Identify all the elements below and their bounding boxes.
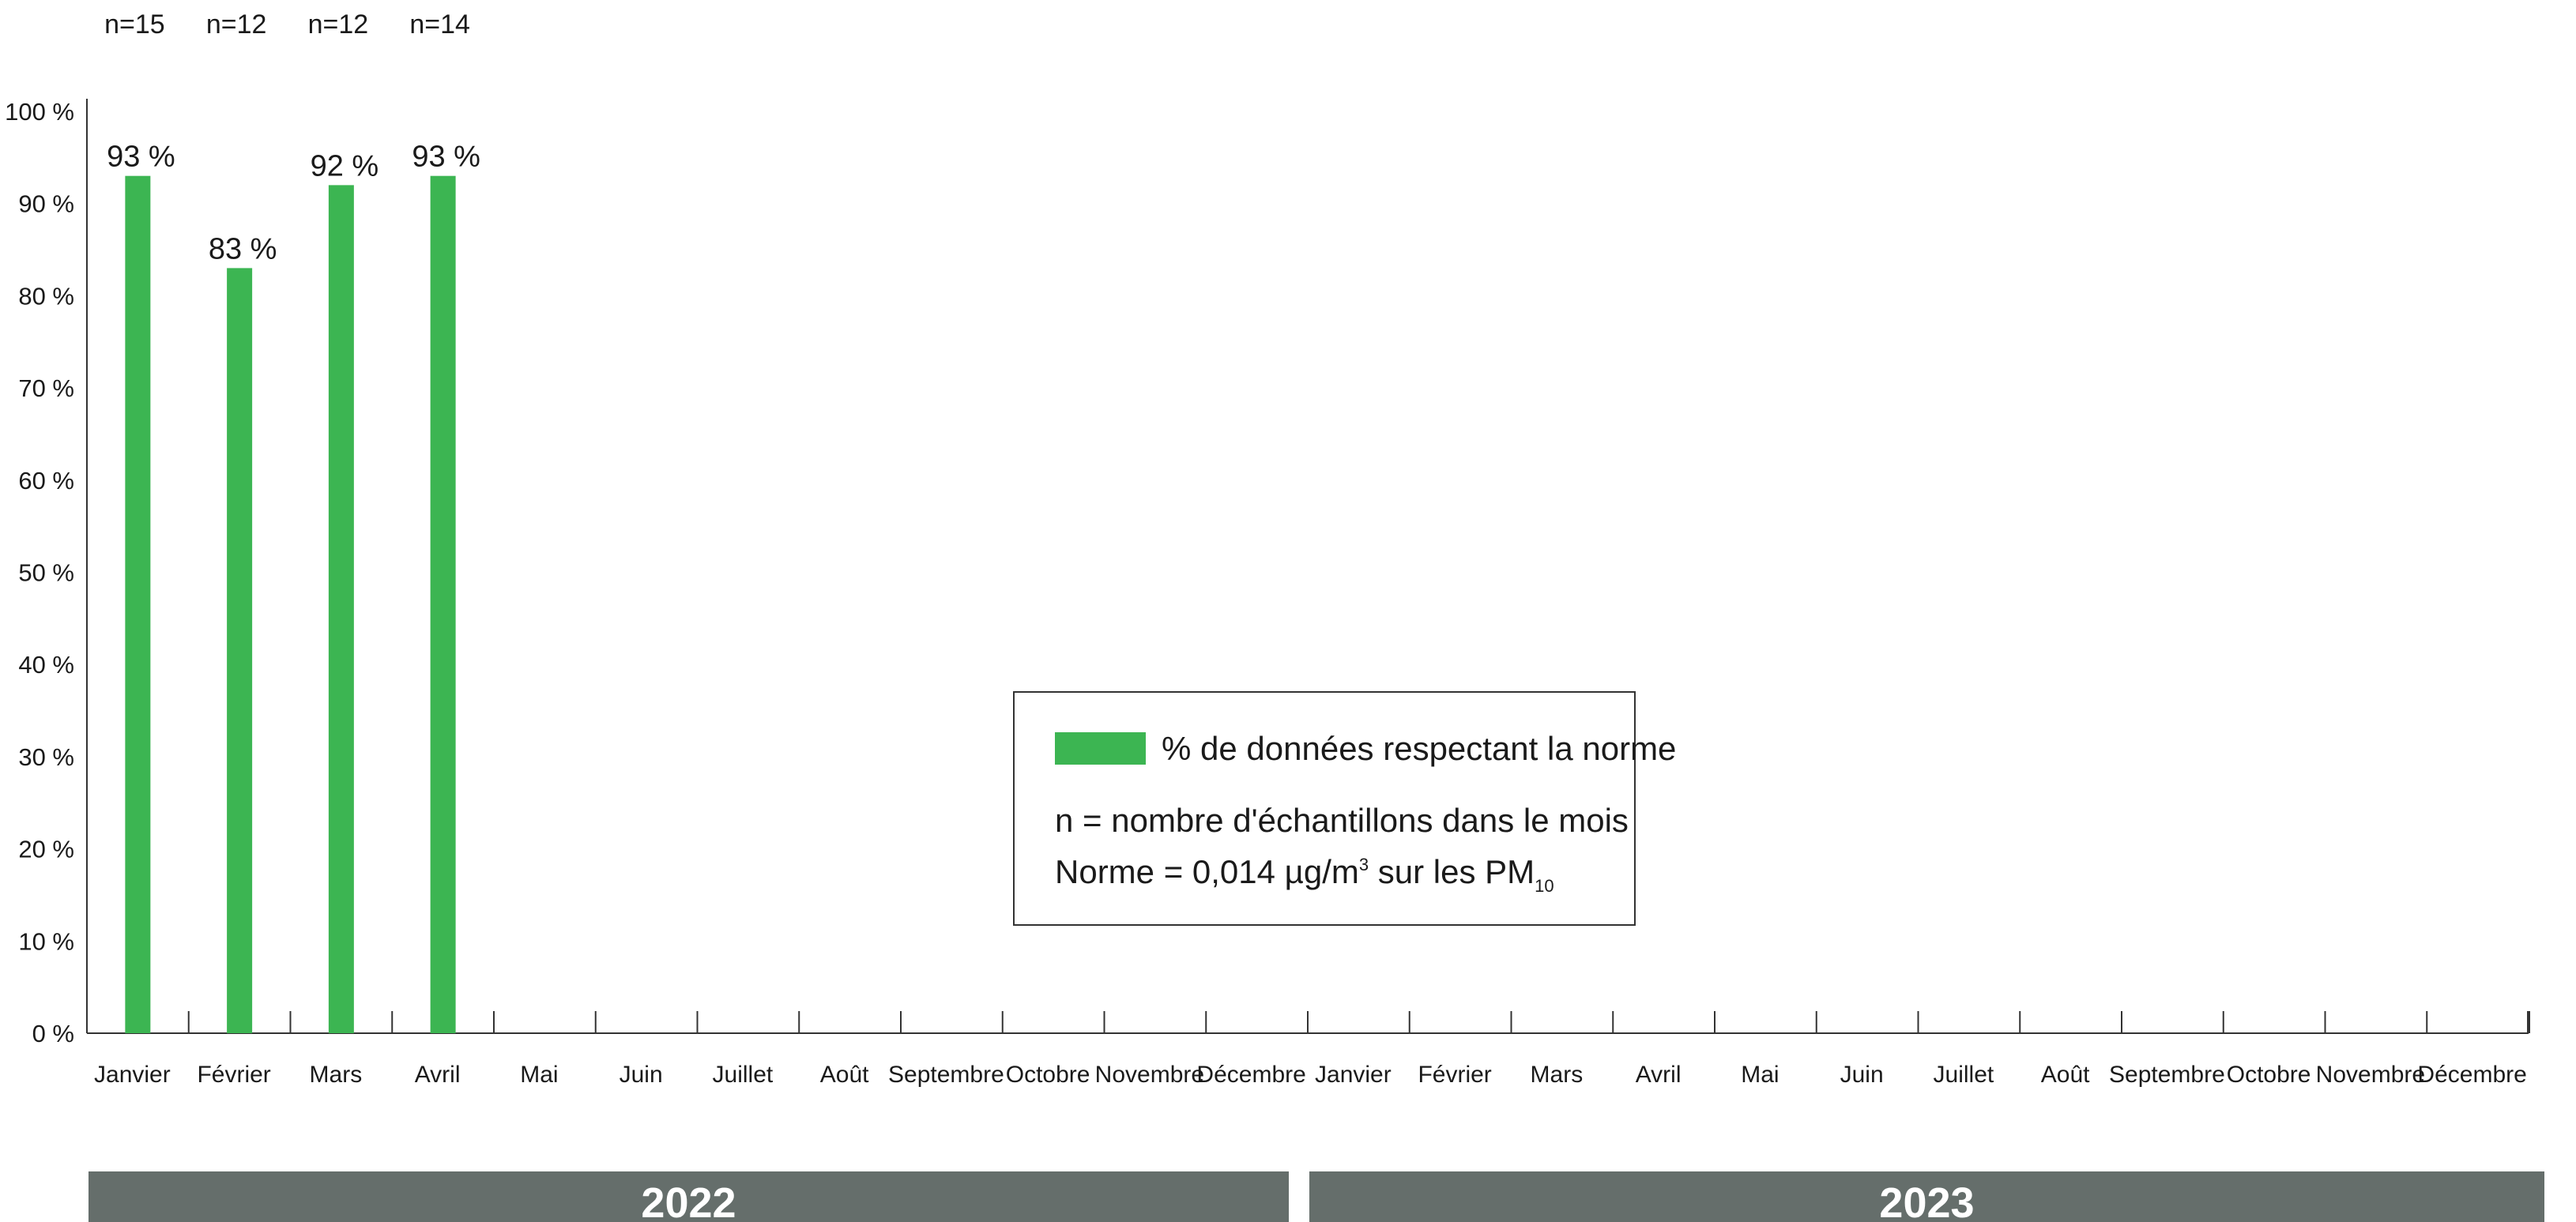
legend-note-norme-b: sur les PM: [1369, 853, 1535, 890]
sample-counts: n=15 n=12 n=12 n=14: [104, 9, 470, 39]
month-label: Mars: [310, 1062, 363, 1088]
bar: [430, 175, 456, 1034]
month-label: Mai: [1741, 1062, 1779, 1088]
month-label: Octobre: [1006, 1062, 1090, 1088]
bar-value-label: 93 %: [107, 141, 175, 174]
y-tick-label: 40 %: [18, 651, 74, 679]
bar-labels: 93 % 83 % 92 % 93 %: [107, 141, 480, 266]
month-label: Novembre: [2316, 1062, 2425, 1088]
sample-count-label: n=14: [409, 9, 470, 39]
month-label: Janvier: [94, 1062, 171, 1088]
month-label: Avril: [1636, 1062, 1682, 1088]
month-label: Août: [820, 1062, 869, 1088]
month-label: Décembre: [1196, 1062, 1305, 1088]
legend-note-norme: Norme = 0,014 µg/m3 sur les PM10: [1055, 853, 1554, 896]
y-tick-label: 10 %: [18, 927, 74, 955]
legend-series-label: % de données respectant la norme: [1162, 730, 1676, 767]
month-label: Août: [2041, 1062, 2090, 1088]
month-label: Mai: [520, 1062, 558, 1088]
bar-value-label: 83 %: [209, 232, 277, 265]
month-label: Juin: [620, 1062, 663, 1088]
legend-note-norme-sup: 3: [1359, 855, 1369, 874]
month-label: Janvier: [1315, 1062, 1392, 1088]
bar: [227, 268, 253, 1033]
sample-count-label: n=12: [308, 9, 369, 39]
month-label: Juillet: [713, 1062, 774, 1088]
bar-value-label: 93 %: [412, 141, 480, 174]
year-band: [89, 1171, 1289, 1222]
legend: % de données respectant la norme n = nom…: [1013, 691, 1676, 926]
year-bands: 2022 2023: [89, 1171, 2544, 1222]
y-tick-label: 0 %: [32, 1020, 74, 1047]
year-band: [1309, 1171, 2544, 1222]
legend-note-norme-a: Norme = 0,014 µg/m: [1055, 853, 1359, 890]
month-label: Juillet: [1934, 1062, 1994, 1088]
sample-count-label: n=15: [104, 9, 165, 39]
month-label: Septembre: [888, 1062, 1004, 1088]
y-tick-label: 30 %: [18, 743, 74, 771]
y-tick-label: 60 %: [18, 467, 74, 494]
legend-note-n: n = nombre d'échantillons dans le mois: [1055, 802, 1629, 839]
year-label: 2023: [1879, 1179, 1974, 1222]
sample-count-label: n=12: [206, 9, 267, 39]
y-tick-label: 80 %: [18, 282, 74, 310]
legend-box: [1013, 691, 1636, 926]
y-tick-label: 50 %: [18, 559, 74, 587]
month-label: Octobre: [2227, 1062, 2311, 1088]
y-tick-label: 100 %: [5, 98, 74, 126]
month-label: Mars: [1531, 1062, 1584, 1088]
y-axis: 0 % 10 % 20 % 30 % 40 % 50 % 60 % 70 % 80 % 90 % 1…: [5, 98, 88, 1047]
year-label: 2022: [641, 1179, 736, 1222]
bar: [328, 185, 354, 1034]
legend-note-norme-sub: 10: [1535, 876, 1554, 896]
month-label: Décembre: [2417, 1062, 2526, 1088]
month-label: Septembre: [2109, 1062, 2225, 1088]
month-label: Juin: [1840, 1062, 1884, 1088]
x-axis: [87, 1011, 2530, 1034]
y-tick-label: 70 %: [18, 374, 74, 402]
y-tick-label: 20 %: [18, 836, 74, 863]
legend-swatch: [1055, 732, 1146, 765]
bars: [125, 175, 456, 1034]
month-label: Février: [197, 1062, 270, 1088]
bar-value-label: 92 %: [311, 149, 379, 182]
y-tick-label: 90 %: [18, 190, 74, 218]
month-label: Février: [1418, 1062, 1491, 1088]
month-labels: Janvier Février Mars Avril Mai Juin Juillet Aoû…: [94, 1062, 2527, 1088]
month-label: Novembre: [1095, 1062, 1204, 1088]
month-label: Avril: [415, 1062, 461, 1088]
bar: [125, 175, 151, 1034]
